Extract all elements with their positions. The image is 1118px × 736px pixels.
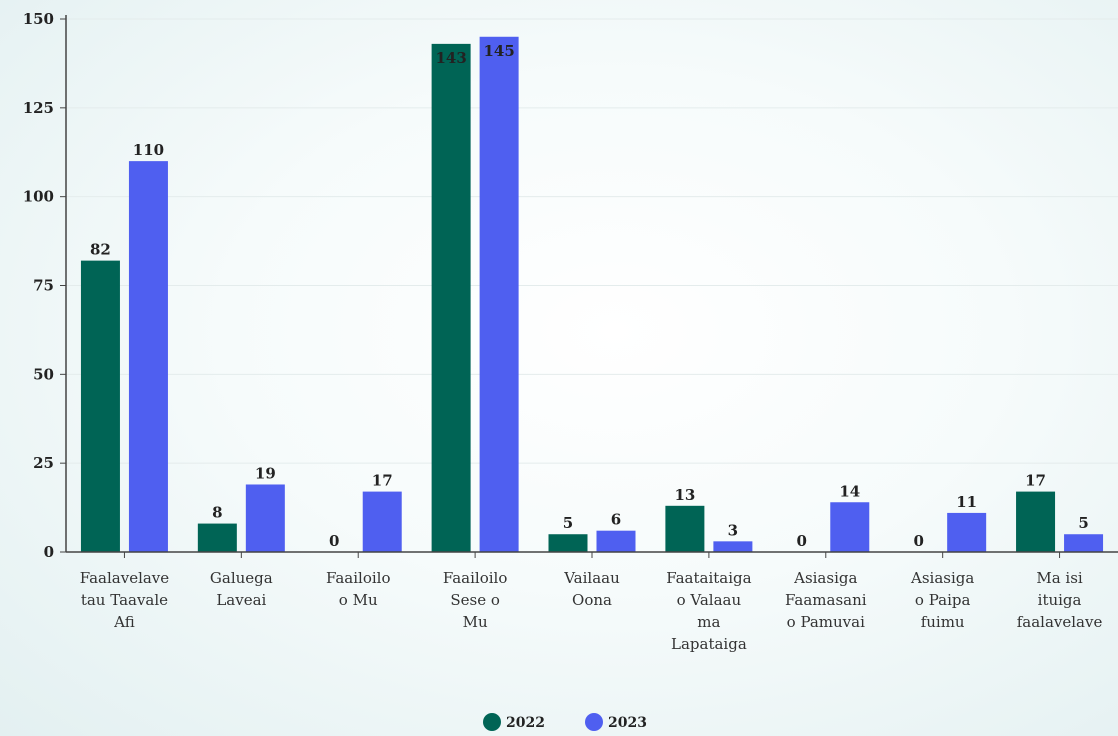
data-label: 17 [372,472,393,490]
data-label: 13 [674,486,695,504]
data-label: 145 [483,42,514,60]
x-category-label-line: Afi [113,613,135,631]
data-label: 82 [90,241,111,259]
data-label: 0 [797,532,807,550]
data-label: 0 [329,532,339,550]
y-tick-label: 50 [33,365,54,383]
x-category-label-line: Oona [572,591,612,609]
y-tick-label: 150 [23,10,54,28]
x-category-label-line: faalavelave [1017,613,1103,631]
data-label: 5 [1078,514,1088,532]
x-category-label-line: Faataitaiga [666,569,751,587]
x-category-label-line: Galuega [210,569,273,587]
x-category-label-line: Faailoilo [443,569,508,587]
bar-2022 [80,260,120,552]
bar-2023 [830,502,870,552]
legend-item-2022[interactable]: 2022 [483,713,545,731]
x-category-label-line: Vailaau [563,569,620,587]
x-category-label-line: fuimu [921,613,965,631]
bar-2023 [1064,534,1104,552]
x-category-label: Faalavelave tau Taavale Afi [80,569,170,631]
x-category-label-line: o Valaau [677,591,742,609]
bar-2022 [431,43,471,553]
x-category-label-line: o Mu [339,591,378,609]
y-tick-label: 125 [23,99,54,117]
x-category-label-line: o Paipa [915,591,971,609]
x-category-label: Galuega Laveai [210,569,273,609]
legend-item-2023[interactable]: 2023 [585,713,647,731]
bar-2023 [362,491,402,552]
x-axis: Faalavelave tau Taavale Afi Galuega Laveai Fa… [66,551,1118,653]
x-category-label: Faataitaiga o Valaau ma Lapataiga [666,569,751,653]
x-category-label-line: Faailoilo [326,569,391,587]
data-labels: 82 110 8 19 0 17 143 145 5 6 13 3 0 14 0 11 17 5 [90,42,1089,550]
bar-2023 [713,541,753,552]
bars [80,36,1104,553]
x-category-label-line: Laveai [216,591,266,609]
y-tick-label: 25 [33,454,54,472]
x-category-label: Faailoilo Sese o Mu [443,569,508,631]
bar-2023 [479,36,519,553]
bar-2023 [128,161,168,552]
data-label: 19 [255,464,276,482]
y-axis: 0 25 50 75 100 125 150 [23,10,67,561]
data-label: 143 [435,49,466,67]
bar-2023 [596,530,636,552]
data-label: 11 [956,493,977,511]
x-category-label-line: Sese o [450,591,500,609]
bar-2022 [548,534,588,552]
data-label: 3 [728,521,738,539]
x-category-label: Faailoilo o Mu [326,569,391,609]
x-category-label-line: Faamasani [785,591,867,609]
data-label: 14 [839,482,860,500]
x-category-label: Asiasiga Faamasani o Pamuvai [785,569,867,631]
data-label: 0 [913,532,923,550]
x-category-label-line: o Pamuvai [787,613,865,631]
gridlines [66,18,1118,464]
y-tick-label: 0 [44,543,54,561]
x-category-label-line: Lapataiga [671,635,747,653]
x-category-label: Ma isi ituiga faalavelave [1017,569,1103,631]
x-category-label-line: ma [697,613,720,631]
x-category-label-line: Ma isi [1036,569,1083,587]
y-tick-label: 100 [23,188,54,206]
bar-2023 [245,484,285,552]
x-category-label: Vailaau Oona [563,569,620,609]
x-category-label: Asiasiga o Paipa fuimu [910,569,974,631]
x-category-label-line: Mu [463,613,488,631]
y-tick-label: 75 [33,277,54,295]
legend-swatch [483,713,501,731]
data-label: 110 [133,141,164,159]
bar-2022 [665,505,705,552]
data-label: 6 [611,511,621,529]
legend[interactable]: 2022 2023 [483,713,647,731]
bar-2022 [1016,491,1056,552]
x-category-label-line: tau Taavale [81,591,168,609]
bar-2023 [947,512,987,552]
legend-label: 2022 [506,715,545,731]
x-category-label-line: ituiga [1038,591,1082,609]
data-label: 5 [563,514,573,532]
legend-label: 2023 [608,715,647,731]
data-label: 8 [212,504,222,522]
data-label: 17 [1025,472,1046,490]
bar-2022 [197,523,237,552]
x-category-label-line: Asiasiga [910,569,974,587]
x-category-label-line: Asiasiga [793,569,857,587]
x-category-label-line: Faalavelave [80,569,170,587]
legend-swatch [585,713,603,731]
